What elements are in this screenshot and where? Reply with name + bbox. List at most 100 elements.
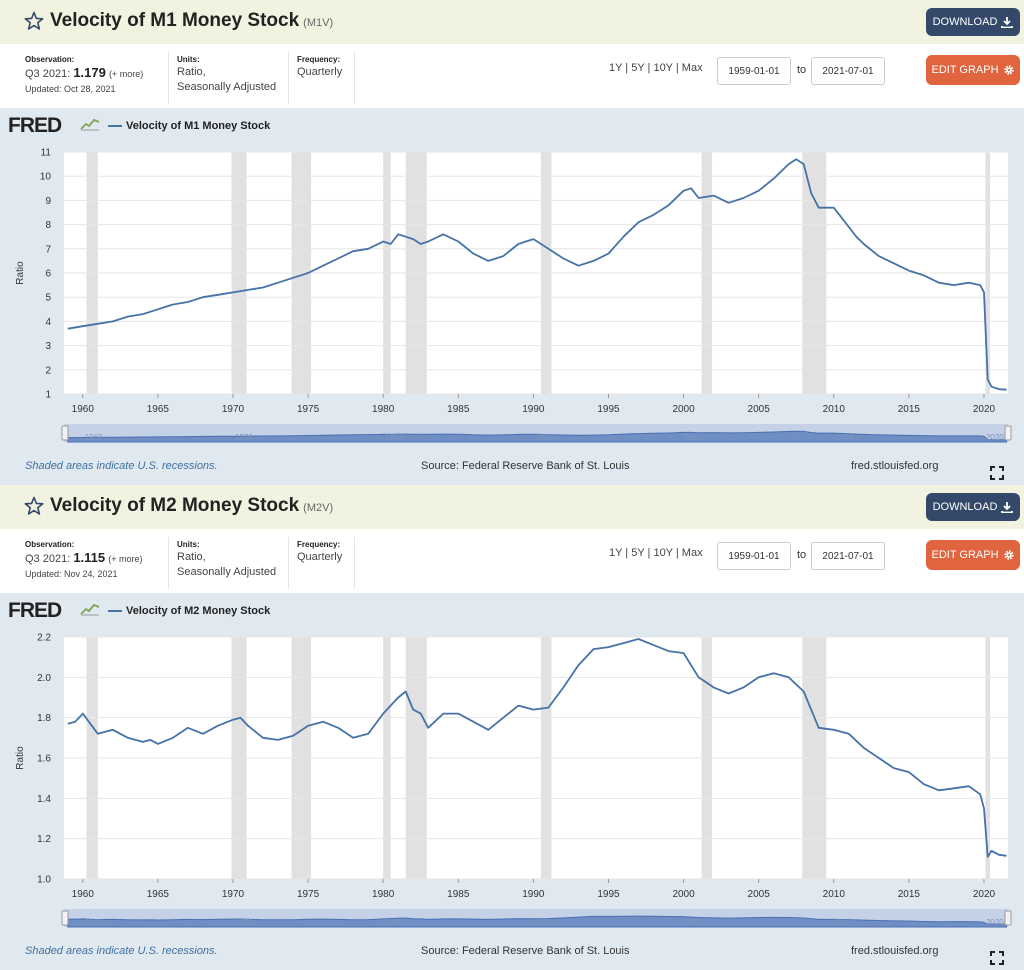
series-title: Velocity of M2 Money Stock	[50, 495, 300, 516]
y-axis-label: Ratio	[15, 746, 26, 770]
y-tick-label: 8	[45, 220, 51, 231]
fullscreen-icon[interactable]	[990, 951, 1004, 965]
navigator-tick-label: 2020	[986, 433, 1004, 442]
x-tick-label: 2010	[823, 404, 846, 415]
download-button[interactable]: DOWNLOAD	[926, 8, 1020, 36]
page-title: Velocity of M1 Money Stock (M1V)	[50, 10, 333, 32]
x-tick-label: 1975	[297, 889, 320, 900]
source-note: Source: Federal Reserve Bank of St. Loui…	[421, 460, 630, 472]
units-value-line2: Seasonally Adjusted	[177, 566, 277, 578]
chart-plot[interactable]: 1.0 1.2 1.4 1.6 1.8 2.0 2.2 1960 1965 1970 1975 198…	[0, 593, 1024, 970]
info-row: Observation: Q3 2021: 1.179 (+ more) Upd…	[0, 44, 1024, 108]
fred-chart-icon	[80, 118, 100, 131]
download-label: DOWNLOAD	[932, 16, 998, 28]
info-row: Observation: Q3 2021: 1.115 (+ more) Upd…	[0, 529, 1024, 593]
title-bar: Velocity of M1 Money Stock (M1V) DOWNLOAD	[0, 0, 1024, 44]
series-title: Velocity of M1 Money Stock	[50, 10, 300, 31]
y-tick-label: 1.4	[37, 794, 51, 805]
frequency-label: Frequency:	[297, 540, 341, 549]
navigator-handle[interactable]	[61, 425, 69, 441]
fred-logo: FRED	[8, 114, 62, 137]
x-tick-label: 2000	[672, 404, 695, 415]
edit-graph-button[interactable]: EDIT GRAPH	[926, 540, 1020, 570]
site-url[interactable]: fred.stlouisfed.org	[851, 460, 939, 472]
graph-panel: Velocity of M1 Money Stock (M1V) DOWNLOAD…	[0, 0, 1024, 485]
units-value-line2: Seasonally Adjusted	[177, 81, 277, 93]
x-tick-label: 1960	[72, 889, 95, 900]
updated-date: Updated: Oct 28, 2021	[25, 84, 116, 94]
date-to-label: to	[797, 549, 807, 561]
download-label: DOWNLOAD	[932, 501, 998, 513]
y-tick-label: 7	[45, 244, 51, 255]
y-tick-label: 2	[45, 365, 51, 376]
start-date-input[interactable]: 1959-01-01	[717, 57, 791, 85]
title-bar: Velocity of M2 Money Stock (M2V) DOWNLOAD	[0, 485, 1024, 529]
updated-date: Updated: Nov 24, 2021	[25, 569, 118, 579]
star-icon[interactable]	[24, 11, 44, 31]
x-tick-label: 1995	[597, 404, 620, 415]
recession-note: Shaded areas indicate U.S. recessions.	[25, 945, 218, 957]
navigator-handle[interactable]	[1004, 910, 1012, 926]
edit-graph-button[interactable]: EDIT GRAPH	[926, 55, 1020, 85]
more-link[interactable]: (+ more)	[108, 554, 143, 564]
star-icon[interactable]	[24, 496, 44, 516]
units-label: Units:	[177, 540, 200, 549]
navigator-tick-label: 1960	[85, 433, 103, 442]
navigator-handle[interactable]	[61, 910, 69, 926]
x-tick-label: 2015	[898, 889, 921, 900]
x-tick-label: 1980	[372, 404, 395, 415]
x-tick-label: 1995	[597, 889, 620, 900]
units-block: Units: Ratio, Seasonally Adjusted	[177, 54, 276, 95]
observation-value: 1.115	[73, 550, 106, 565]
y-tick-label: 1.8	[37, 713, 51, 724]
divider	[288, 52, 289, 104]
x-tick-label: 1990	[522, 889, 545, 900]
site-url[interactable]: fred.stlouisfed.org	[851, 945, 939, 957]
fullscreen-icon[interactable]	[990, 466, 1004, 480]
range-links[interactable]: 1Y | 5Y | 10Y | Max	[609, 547, 703, 559]
x-tick-label: 2005	[748, 889, 771, 900]
graph-panel: Velocity of M2 Money Stock (M2V) DOWNLOAD…	[0, 485, 1024, 970]
units-label: Units:	[177, 55, 200, 64]
observation-label: Observation:	[25, 540, 75, 549]
y-axis-label: Ratio	[15, 261, 26, 285]
x-tick-label: 2000	[672, 889, 695, 900]
end-date-input[interactable]: 2021-07-01	[811, 57, 885, 85]
chart-legend: Velocity of M1 Money Stock	[108, 120, 270, 132]
download-button[interactable]: DOWNLOAD	[926, 493, 1020, 521]
edit-graph-label: EDIT GRAPH	[931, 64, 999, 76]
range-links[interactable]: 1Y | 5Y | 10Y | Max	[609, 62, 703, 74]
frequency-value: Quarterly	[297, 551, 343, 563]
end-date-input[interactable]: 2021-07-01	[811, 542, 885, 570]
y-tick-label: 2.0	[37, 673, 51, 684]
frequency-label: Frequency:	[297, 55, 341, 64]
observation-block: Observation: Q3 2021: 1.179 (+ more) Upd…	[25, 54, 143, 97]
navigator-series	[67, 915, 1007, 928]
observation-period: Q3 2021:	[25, 68, 71, 80]
date-to-label: to	[797, 64, 807, 76]
y-tick-label: 1.2	[37, 834, 51, 845]
x-tick-label: 1985	[447, 404, 470, 415]
chart-plot[interactable]: 1 2 3 4 5 6 7 8 9 10 11 1960 1965 1970 1975 1980 1985 199…	[0, 108, 1024, 485]
navigator-tick-label: 1970	[235, 918, 253, 927]
start-date-input[interactable]: 1959-01-01	[717, 542, 791, 570]
series-code: (M1V)	[303, 17, 334, 29]
legend-label: Velocity of M1 Money Stock	[126, 120, 271, 132]
download-icon	[1001, 17, 1014, 28]
legend-swatch	[108, 125, 122, 128]
navigator-tick-label: 1990	[535, 918, 553, 927]
series-code: (M2V)	[303, 502, 334, 514]
y-tick-label: 9	[45, 196, 51, 207]
more-link[interactable]: (+ more)	[108, 69, 144, 79]
y-tick-label: 1.0	[37, 875, 51, 886]
units-block: Units: Ratio, Seasonally Adjusted	[177, 539, 276, 580]
y-tick-label: 5	[45, 293, 51, 304]
navigator-handle[interactable]	[1004, 425, 1012, 441]
frequency-block: Frequency: Quarterly	[297, 54, 342, 80]
gear-icon	[1003, 550, 1014, 560]
navigator-tick-label: 2000	[686, 433, 704, 442]
frequency-value: Quarterly	[297, 66, 343, 78]
divider	[168, 52, 169, 104]
y-tick-label: 11	[41, 148, 52, 159]
x-tick-label: 2020	[973, 889, 996, 900]
